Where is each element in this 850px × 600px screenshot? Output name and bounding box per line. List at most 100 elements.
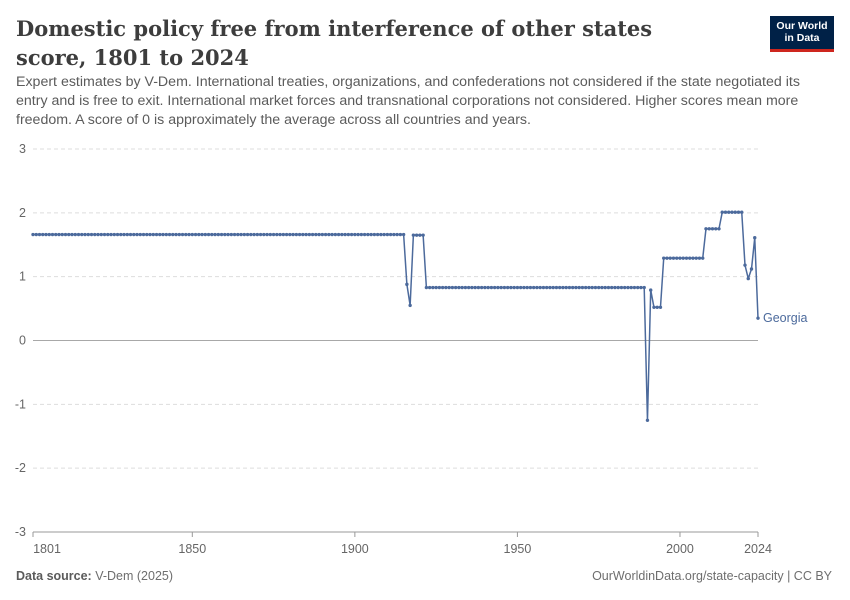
data-point[interactable] xyxy=(294,232,299,237)
data-point[interactable] xyxy=(707,227,711,231)
data-point[interactable] xyxy=(557,285,562,290)
data-point[interactable] xyxy=(171,232,175,237)
data-point[interactable] xyxy=(115,232,120,237)
data-point[interactable] xyxy=(213,232,217,237)
data-point[interactable] xyxy=(382,232,386,237)
data-point[interactable] xyxy=(203,232,208,237)
data-point[interactable] xyxy=(671,256,676,260)
data-point[interactable] xyxy=(265,232,269,237)
data-point[interactable] xyxy=(434,285,438,290)
data-point[interactable] xyxy=(401,232,406,237)
data-point[interactable] xyxy=(63,232,68,237)
data-point[interactable] xyxy=(249,232,253,237)
data-point[interactable] xyxy=(665,256,669,260)
data-point[interactable] xyxy=(642,285,646,290)
data-point[interactable] xyxy=(109,232,113,237)
data-point[interactable] xyxy=(457,285,461,290)
data-point[interactable] xyxy=(597,285,601,290)
data-point[interactable] xyxy=(262,232,266,237)
data-point[interactable] xyxy=(180,232,185,237)
data-point[interactable] xyxy=(122,232,126,237)
data-point[interactable] xyxy=(606,285,611,290)
data-point[interactable] xyxy=(450,285,455,290)
data-point[interactable] xyxy=(649,288,653,292)
data-point[interactable] xyxy=(486,285,490,290)
data-point[interactable] xyxy=(164,232,168,237)
data-point[interactable] xyxy=(190,232,194,237)
data-point[interactable] xyxy=(688,256,692,260)
data-point[interactable] xyxy=(385,232,390,237)
data-point[interactable] xyxy=(369,232,373,237)
data-point[interactable] xyxy=(268,232,273,237)
data-point[interactable] xyxy=(470,285,474,290)
data-point[interactable] xyxy=(623,285,627,290)
data-point[interactable] xyxy=(284,232,289,237)
data-point[interactable] xyxy=(320,232,325,237)
data-point[interactable] xyxy=(619,285,624,290)
data-point[interactable] xyxy=(379,232,383,237)
data-point[interactable] xyxy=(610,285,614,290)
data-point[interactable] xyxy=(753,236,757,240)
data-point[interactable] xyxy=(99,232,103,237)
data-point[interactable] xyxy=(398,232,403,237)
data-point[interactable] xyxy=(356,232,360,237)
owid-logo[interactable]: Our World in Data xyxy=(770,16,834,52)
data-point[interactable] xyxy=(375,232,380,237)
data-point[interactable] xyxy=(424,285,429,290)
data-point[interactable] xyxy=(340,232,344,237)
data-point[interactable] xyxy=(119,232,123,237)
data-point[interactable] xyxy=(206,232,211,237)
data-point[interactable] xyxy=(372,232,377,237)
data-point[interactable] xyxy=(483,285,487,290)
data-point[interactable] xyxy=(297,232,302,237)
data-point[interactable] xyxy=(505,285,510,290)
data-point[interactable] xyxy=(174,232,178,237)
data-point[interactable] xyxy=(102,232,107,237)
data-point[interactable] xyxy=(509,285,513,290)
data-point[interactable] xyxy=(275,232,279,237)
data-point[interactable] xyxy=(535,285,539,290)
data-point[interactable] xyxy=(746,276,750,281)
data-point[interactable] xyxy=(710,227,715,231)
data-point[interactable] xyxy=(60,232,64,237)
data-point[interactable] xyxy=(336,232,341,237)
data-point[interactable] xyxy=(288,232,292,237)
data-point[interactable] xyxy=(278,232,282,237)
data-point[interactable] xyxy=(411,233,416,237)
data-point[interactable] xyxy=(749,267,754,271)
data-point[interactable] xyxy=(37,232,42,237)
data-point[interactable] xyxy=(193,232,198,237)
data-point[interactable] xyxy=(658,305,663,310)
data-point[interactable] xyxy=(678,256,682,260)
data-point[interactable] xyxy=(444,285,448,290)
data-point[interactable] xyxy=(431,285,435,290)
data-point[interactable] xyxy=(408,303,412,308)
data-point[interactable] xyxy=(440,285,445,290)
data-point[interactable] xyxy=(548,285,552,290)
data-point[interactable] xyxy=(343,232,347,237)
data-point[interactable] xyxy=(740,210,744,214)
data-point[interactable] xyxy=(727,210,731,214)
data-point[interactable] xyxy=(551,285,555,290)
data-point[interactable] xyxy=(73,232,77,237)
data-point[interactable] xyxy=(128,232,133,237)
data-point[interactable] xyxy=(177,232,181,237)
data-point[interactable] xyxy=(577,285,581,290)
data-point[interactable] xyxy=(694,256,698,260)
data-point[interactable] xyxy=(307,232,312,237)
data-point[interactable] xyxy=(148,232,152,237)
data-point[interactable] xyxy=(421,233,425,237)
data-point[interactable] xyxy=(138,232,142,237)
data-point[interactable] xyxy=(135,232,139,237)
data-point[interactable] xyxy=(353,232,357,237)
data-point[interactable] xyxy=(743,263,747,267)
data-point[interactable] xyxy=(145,232,149,237)
data-point[interactable] xyxy=(245,232,250,237)
data-point[interactable] xyxy=(226,232,230,237)
data-point[interactable] xyxy=(681,256,685,260)
data-point[interactable] xyxy=(154,232,159,237)
data-point[interactable] xyxy=(427,285,432,290)
data-point[interactable] xyxy=(600,285,604,290)
data-point[interactable] xyxy=(239,232,243,237)
data-point[interactable] xyxy=(34,232,38,237)
